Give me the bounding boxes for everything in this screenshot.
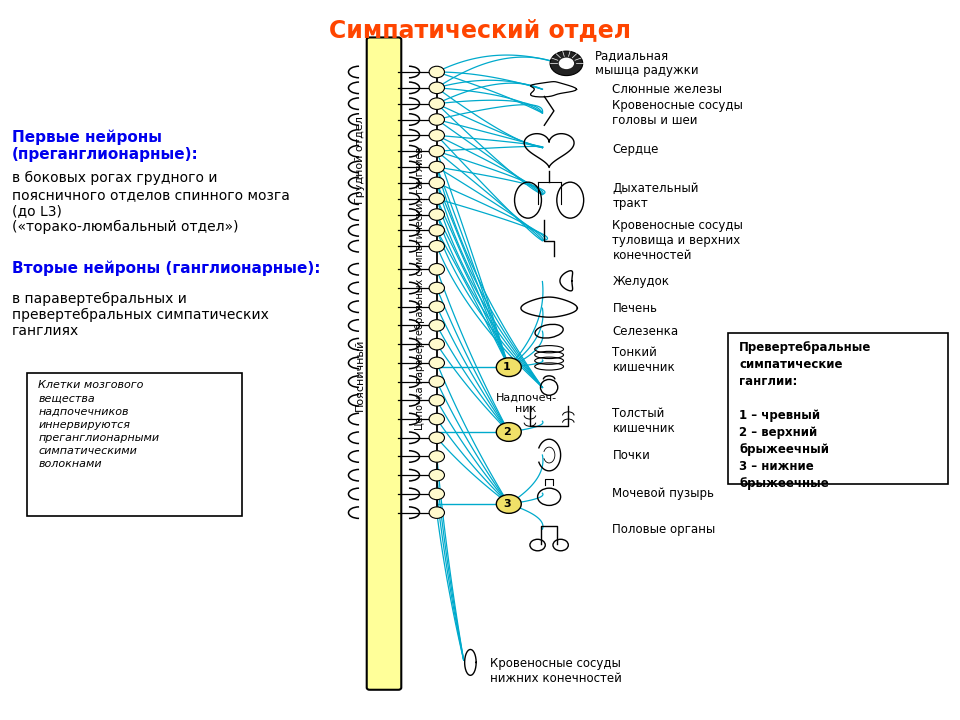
Text: Толстый
кишечник: Толстый кишечник — [612, 408, 675, 435]
Circle shape — [429, 301, 444, 312]
Circle shape — [429, 320, 444, 331]
Circle shape — [429, 145, 444, 157]
Circle shape — [429, 432, 444, 444]
Text: Кровеносные сосуды
туловища и верхних
конечностей: Кровеносные сосуды туловища и верхних ко… — [612, 219, 743, 262]
Text: Тонкий
кишечник: Тонкий кишечник — [612, 346, 675, 374]
Circle shape — [429, 451, 444, 462]
Text: Поясничный: Поясничный — [355, 338, 365, 410]
Circle shape — [429, 161, 444, 173]
Circle shape — [429, 225, 444, 236]
Text: Почки: Почки — [612, 449, 650, 462]
Circle shape — [429, 488, 444, 500]
Text: 2: 2 — [503, 427, 511, 437]
Circle shape — [559, 58, 574, 69]
Text: в паравертебральных и
превертебральных симпатических
ганглиях: в паравертебральных и превертебральных с… — [12, 292, 269, 338]
FancyBboxPatch shape — [27, 373, 242, 516]
Text: Первые нейроны
(преганглионарные):: Первые нейроны (преганглионарные): — [12, 130, 199, 163]
Circle shape — [429, 357, 444, 369]
Circle shape — [429, 98, 444, 109]
Text: Половые органы: Половые органы — [612, 523, 716, 536]
Text: Симпатический отдел: Симпатический отдел — [329, 18, 631, 42]
Text: Слюнные железы: Слюнные железы — [612, 83, 723, 96]
Circle shape — [429, 264, 444, 275]
Circle shape — [496, 358, 521, 377]
Circle shape — [429, 338, 444, 350]
Text: Цепочка паравертебральных симпатических ганглиев: Цепочка паравертебральных симпатических … — [415, 146, 424, 430]
Text: Сердце: Сердце — [612, 143, 659, 156]
Text: 3: 3 — [503, 499, 511, 509]
Circle shape — [429, 282, 444, 294]
Circle shape — [496, 423, 521, 441]
Circle shape — [429, 413, 444, 425]
Text: Радиальная
мышца радужки: Радиальная мышца радужки — [595, 50, 699, 77]
Text: Надпочеч-
ник: Надпочеч- ник — [495, 392, 557, 414]
Circle shape — [429, 376, 444, 387]
FancyBboxPatch shape — [728, 333, 948, 484]
Text: Желудок: Желудок — [612, 275, 669, 288]
Circle shape — [429, 82, 444, 94]
Text: Селезенка: Селезенка — [612, 325, 679, 338]
Text: Вторые нейроны (ганглионарные):: Вторые нейроны (ганглионарные): — [12, 261, 320, 276]
Circle shape — [429, 469, 444, 481]
Circle shape — [429, 66, 444, 78]
Circle shape — [429, 130, 444, 141]
Circle shape — [550, 51, 583, 76]
Circle shape — [429, 114, 444, 125]
Circle shape — [429, 395, 444, 406]
Text: Грудной отдел: Грудной отдел — [355, 116, 365, 204]
Text: в боковых рогах грудного и
поясничного отделов спинного мозга
(до L3)
(«торако-л: в боковых рогах грудного и поясничного о… — [12, 171, 289, 234]
Text: 1: 1 — [503, 362, 511, 372]
Text: Дыхательный
тракт: Дыхательный тракт — [612, 182, 699, 210]
Text: Кровеносные сосуды
головы и шеи: Кровеносные сосуды головы и шеи — [612, 99, 743, 127]
Circle shape — [429, 507, 444, 518]
Text: Мочевой пузырь: Мочевой пузырь — [612, 487, 714, 500]
Circle shape — [429, 209, 444, 220]
Text: Кровеносные сосуды
нижних конечностей: Кровеносные сосуды нижних конечностей — [490, 657, 621, 685]
FancyBboxPatch shape — [367, 37, 401, 690]
Circle shape — [429, 240, 444, 252]
Circle shape — [496, 495, 521, 513]
Circle shape — [429, 177, 444, 189]
Text: Превертебральные
симпатические
ганглии:

1 – чревный
2 – верхний
брыжеечный
3 – : Превертебральные симпатические ганглии: … — [739, 341, 872, 490]
Text: Печень: Печень — [612, 302, 658, 315]
Circle shape — [429, 193, 444, 204]
Text: Клетки мозгового
вещества
надпочечников
иннервируются
преганглионарными
симпатич: Клетки мозгового вещества надпочечников … — [38, 380, 159, 469]
